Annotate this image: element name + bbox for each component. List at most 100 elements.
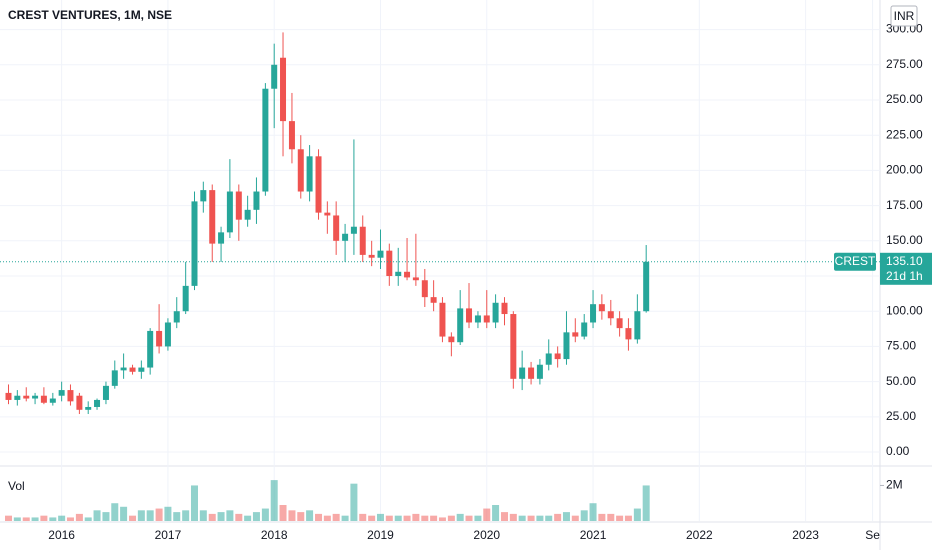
candle-body [625,328,632,340]
candle-body [120,367,127,371]
x-tick-label: 2018 [261,528,288,542]
volume-bar [270,480,278,521]
candle-body [528,367,535,379]
candle-body [209,190,216,244]
candle-body [333,215,340,241]
volume-bar [474,515,482,521]
volume-bar [589,503,597,521]
candle-body [218,232,225,244]
volume-bar [217,512,225,521]
candle-body [191,201,198,286]
volume-bar [492,505,500,521]
candle-body [244,209,251,220]
x-tick-label: 2017 [155,528,182,542]
candle-body [501,302,508,315]
currency-badge[interactable] [890,5,918,27]
candle-body [67,390,74,402]
volume-bar [438,517,446,521]
y-tick-label: 275.00 [886,57,923,71]
volume-bar [607,513,615,521]
volume-bar [84,517,92,521]
candle-body [262,88,269,192]
volume-bar [633,508,641,521]
candle-body [49,398,56,403]
y-tick-label: 225.00 [886,127,923,141]
candle-body [324,212,331,216]
y-tick-label: 50.00 [886,374,916,388]
volume-bar [40,515,48,521]
volume-bar [376,513,384,521]
volume-bar [22,517,30,521]
volume-bar [447,515,455,521]
volume-bar [359,513,367,521]
candle-body [457,308,464,343]
volume-bar [430,515,438,521]
volume-bar [571,515,579,521]
volume-bar [129,515,137,521]
candle-body [182,285,189,312]
volume-bar [49,517,57,521]
candle-body [421,280,428,298]
volume-bar [509,513,517,521]
candle-body [288,121,295,150]
candle-body [554,353,561,360]
candle-body [306,156,313,192]
symbol-badge [834,252,876,271]
volume-bar [164,506,172,521]
volume-bar [412,513,420,521]
volume-label: Vol [8,479,25,493]
price-badge [880,252,932,285]
candle-body [94,399,101,407]
volume-bar [642,485,650,521]
candle-body [359,226,366,255]
y-tick-label: 200.00 [886,163,923,177]
candle-body [536,364,543,379]
volume-bar [155,508,163,521]
candle-body [598,304,605,312]
candle-body [156,330,163,347]
volume-bar [456,513,464,521]
candle-body [492,302,499,323]
candle-body [200,190,207,202]
volume-bar [288,510,296,521]
candle-body [368,254,375,258]
y-tick-label: 175.00 [886,198,923,212]
volume-bar [146,510,154,521]
candle-body [271,64,278,89]
volume-bar [75,513,83,521]
volume-bar [616,515,624,521]
y-tick-label: 150.00 [886,233,923,247]
x-tick-label: 2019 [367,528,394,542]
volume-bar [562,512,570,521]
volume-bar [501,512,509,521]
volume-bar [394,515,402,521]
volume-bar [332,513,340,521]
candle-body [430,297,437,303]
candle-body [235,191,242,220]
volume-bar [279,505,287,521]
volume-bar [226,510,234,521]
volume-bar [102,512,110,521]
candle-body [404,271,411,278]
candle-body [519,367,526,379]
candle-body [377,250,384,258]
candle-body [590,304,597,323]
candle-body [448,336,455,343]
candle-body [111,370,118,386]
volume-bar [31,517,39,521]
candle-body [474,315,481,323]
volume-tick-label: 2M [886,478,903,492]
candle-body [643,261,650,312]
volume-bar [261,508,269,521]
volume-bar [5,515,13,521]
x-tick-label: 2022 [686,528,713,542]
candle-body [510,314,517,379]
volume-bar [350,483,358,521]
candle-body [395,271,402,277]
candle-body [581,322,588,337]
candle-body [147,330,154,368]
y-tick-label: 75.00 [886,339,916,353]
volume-bar [421,515,429,521]
